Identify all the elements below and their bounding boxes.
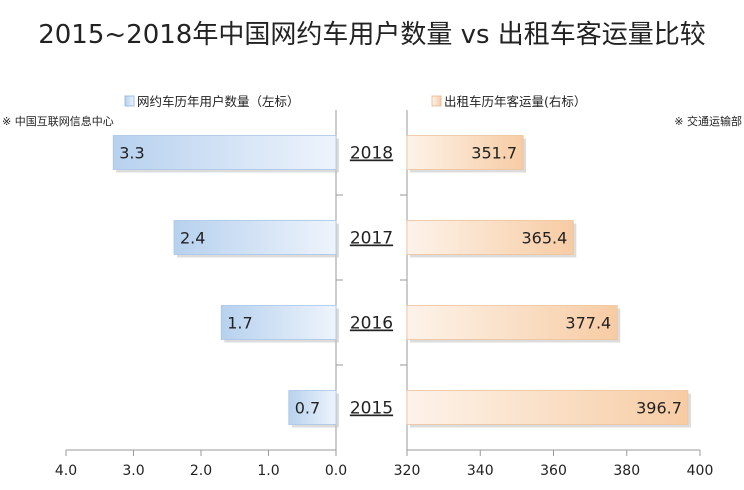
legend-right: 出租车历年客运量(右标） [444,94,586,109]
left-x-tick-label: 1.0 [257,463,279,479]
source-right: ※ 交通运输部 [674,114,742,128]
left-x-tick-label: 0.0 [325,463,347,479]
left-bar-value-label: 1.7 [227,314,252,333]
year-label: 2018 [350,144,393,164]
right-bar-value-label: 351.7 [471,144,517,163]
right-x-tick-label: 360 [540,463,567,479]
year-label: 2015 [350,399,393,419]
source-left: ※ 中国互联网信息中心 [2,114,114,128]
left-x-tick-label: 4.0 [55,463,77,479]
right-x-tick-label: 340 [467,463,494,479]
right-bar [406,220,574,255]
legend-swatch-left [124,95,135,107]
right-x-tick-label: 400 [687,463,714,479]
right-x-tick-label: 320 [394,463,421,479]
left-bar [220,305,337,340]
legend-left: 网约车历年用户数量（左标） [137,94,300,109]
left-bar [173,220,337,255]
left-bar [288,390,337,425]
right-bar [406,135,524,170]
right-bar-value-label: 377.4 [565,314,611,333]
right-bar-value-label: 365.4 [521,229,567,248]
right-bar-value-label: 396.7 [636,399,682,418]
left-bar-value-label: 3.3 [119,144,144,163]
legend-swatch-right [431,95,442,107]
year-label: 2017 [350,229,393,249]
left-x-tick-label: 2.0 [190,463,212,479]
right-x-tick-label: 380 [613,463,640,479]
right-bar [406,305,618,340]
chart-title: 2015~2018年中国网约车用户数量 vs 出租车客运量比较 [38,20,706,50]
right-bar [406,390,689,425]
left-x-tick-label: 3.0 [122,463,144,479]
left-bar [112,135,337,170]
year-label: 2016 [350,314,393,334]
left-bar-value-label: 0.7 [295,399,320,418]
left-bar-value-label: 2.4 [180,229,205,248]
